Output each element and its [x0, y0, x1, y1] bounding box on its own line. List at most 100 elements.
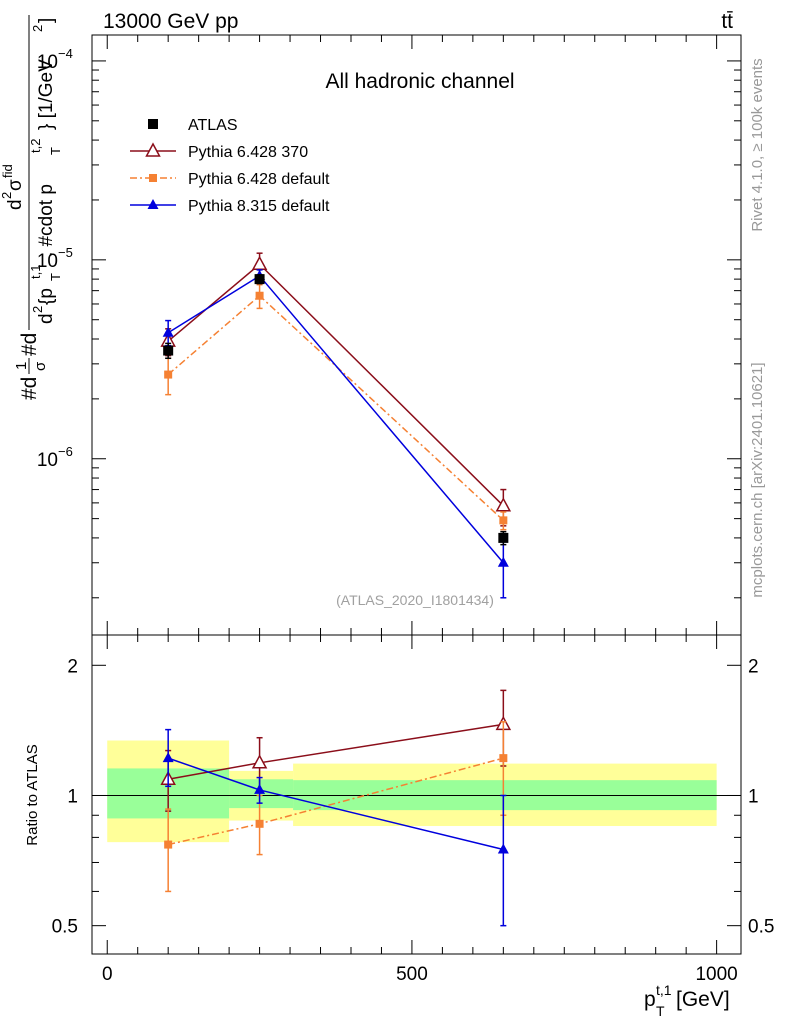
data-point	[149, 174, 157, 182]
ratio-tick-labels: 0.5 0.5 1 1 2 2 0 500 1000	[52, 656, 775, 985]
data-point	[148, 119, 158, 129]
ylabel-part: #d	[18, 377, 41, 400]
svg-text:p: p	[644, 988, 656, 1011]
data-point	[497, 556, 509, 567]
svg-text:[GeV]: [GeV]	[676, 988, 730, 1011]
ratio-y-tick-label: 0.5	[52, 917, 78, 938]
ratio-y-tick-label-right: 2	[748, 656, 759, 677]
x-tick-label: 1000	[695, 964, 737, 985]
y-tick-exponent: −6	[58, 444, 73, 459]
ylabel-part: d	[36, 313, 57, 324]
legend-label: Pythia 6.428 370	[188, 144, 308, 161]
data-point	[162, 326, 174, 337]
ratio-y-tick-label: 1	[67, 786, 78, 807]
xlabel-part: p	[644, 988, 656, 1011]
series-line	[167, 263, 504, 507]
svg-text:d: d	[5, 199, 26, 210]
svg-text:T: T	[48, 147, 63, 155]
data-point	[497, 843, 509, 854]
svg-text:σ: σ	[32, 361, 49, 371]
y-tick-exponent: −5	[58, 245, 73, 260]
analysis-tag: (ATLAS_2020_I1801434)	[336, 592, 494, 608]
ylabel-part: t,1	[28, 265, 43, 279]
xlabel-part: [GeV]	[676, 988, 730, 1011]
svg-text:t,1: t,1	[656, 982, 672, 998]
svg-text:]: ]	[36, 18, 57, 23]
process-label: tt̄	[721, 10, 733, 33]
svg-text:2: 2	[30, 25, 45, 32]
main-y-axis-label: #d 1 σ #d d 2 σ fid d 2 {p T t,1 , #cdot…	[0, 15, 63, 400]
main-y-tick-labels: 10−610−510−4	[37, 46, 73, 471]
ratio-y-tick-label-right: 1	[748, 786, 759, 807]
ratio-y-axis-label: Ratio to ATLAS	[24, 744, 41, 845]
main-x-ticks	[106, 35, 718, 635]
beam-label: 13000 GeV pp	[103, 10, 238, 33]
rivet-label: Rivet 4.1.0, ≥ 100k events	[749, 58, 766, 231]
ylabel-part: } [1/GeV	[36, 59, 57, 130]
ratio-series-layer	[160, 689, 512, 927]
svg-text:#d: #d	[18, 377, 41, 400]
xlabel-part: T	[656, 1003, 665, 1019]
svg-text:fid: fid	[0, 164, 15, 178]
svg-text:, #cdot p: , #cdot p	[36, 184, 57, 257]
data-point	[499, 754, 508, 763]
data-point	[164, 370, 173, 379]
ylabel-part: 1	[13, 362, 30, 370]
main-series-layer	[160, 252, 512, 599]
ylabel-part: σ	[32, 361, 49, 371]
data-point	[255, 291, 264, 300]
series-atlas	[163, 274, 509, 546]
svg-text:t,1: t,1	[28, 265, 43, 279]
data-point	[147, 199, 159, 209]
ylabel-part: 2	[0, 192, 14, 199]
ratio-y-tick-label: 2	[67, 656, 78, 677]
ratio-x-ticks	[106, 635, 718, 954]
data-point	[498, 532, 509, 543]
series-pythia-8-315-default	[162, 728, 509, 927]
series-pythia-6-428-370	[160, 252, 512, 527]
svg-text:σ: σ	[5, 179, 26, 191]
y-tick-label: 10	[37, 450, 58, 471]
data-point	[495, 497, 512, 512]
data-point	[164, 840, 173, 849]
series-pythia-6-428-default	[164, 283, 508, 531]
data-point	[145, 142, 161, 157]
ylabel-part: T	[48, 273, 63, 281]
svg-text:T: T	[48, 273, 63, 281]
data-point	[254, 274, 265, 285]
ylabel-part: d	[5, 199, 26, 210]
ylabel-part: T	[48, 147, 63, 155]
ylabel-part: 2	[30, 25, 45, 32]
ylabel-part: σ	[5, 179, 26, 191]
ylabel-part: t,2	[28, 139, 43, 153]
data-point	[255, 819, 264, 828]
svg-text:t,2: t,2	[28, 139, 43, 153]
y-tick-exponent: −4	[58, 46, 73, 61]
main-panel: 10−610−510−4 All hadronic channel (ATLAS…	[0, 15, 742, 636]
svg-text:1: 1	[13, 362, 30, 370]
xlabel-part: t,1	[656, 982, 672, 998]
data-point	[499, 516, 508, 525]
svg-text:#d: #d	[18, 333, 41, 356]
x-tick-label: 500	[396, 964, 428, 985]
mcplots-label: mcplots.cern.ch [arXiv:2401.10621]	[749, 362, 766, 597]
svg-text:} [1/GeV: } [1/GeV	[36, 59, 57, 130]
ratio-y-ticks	[92, 664, 741, 927]
svg-text:2: 2	[0, 192, 14, 199]
ylabel-part: 2	[30, 306, 45, 313]
legend-entry: ATLAS	[148, 117, 238, 134]
svg-text:d: d	[36, 313, 57, 324]
legend-label: ATLAS	[188, 117, 238, 134]
ylabel-part: #d	[18, 333, 41, 356]
series-line	[167, 294, 504, 521]
ylabel-part: fid	[0, 164, 15, 178]
svg-text:2: 2	[30, 306, 45, 313]
ylabel-part: ]	[36, 18, 57, 23]
svg-text:T: T	[656, 1003, 665, 1019]
svg-text:{p: {p	[36, 288, 57, 305]
series-line	[167, 274, 504, 564]
y-tick-label: 10	[37, 251, 58, 272]
data-point	[251, 255, 268, 271]
ratio-panel: 0.5 0.5 1 1 2 2 0 500 1000 Ratio to ATLAS p T t,…	[24, 634, 775, 1019]
